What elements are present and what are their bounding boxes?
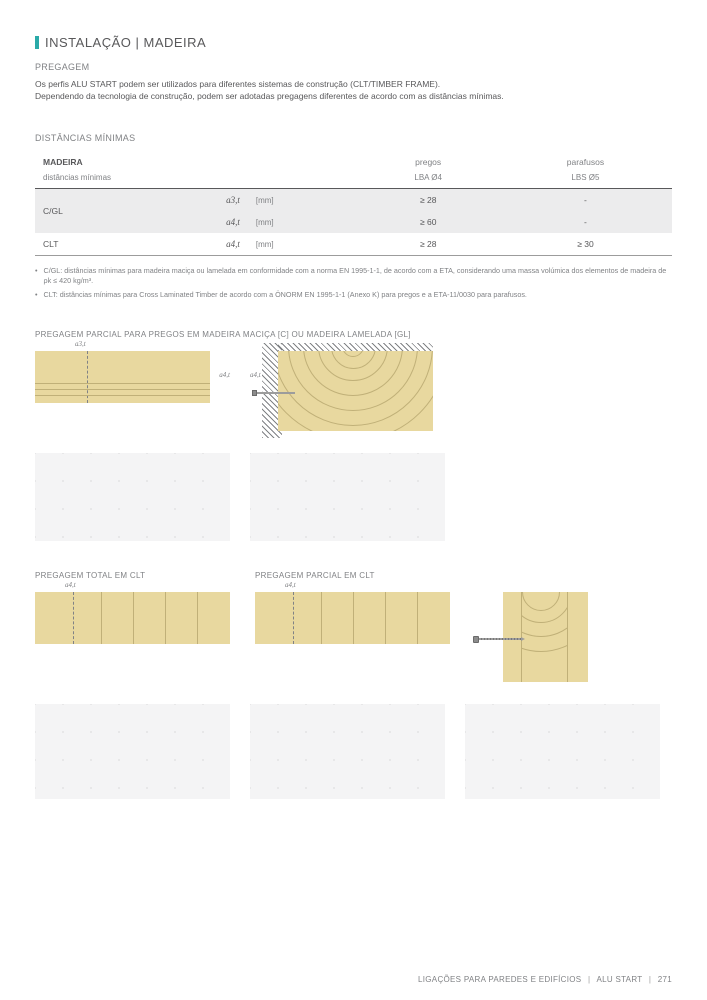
- intro-text: Os perfis ALU START podem ser utilizados…: [35, 78, 672, 103]
- section-partial-cgl: PREGAGEM PARCIAL PARA PREGOS EM MADEIRA …: [35, 330, 672, 541]
- col-sub: distâncias mínimas: [35, 173, 357, 189]
- col-lbs: LBS Ø5: [499, 173, 672, 189]
- footer-category: LIGAÇÕES PARA PAREDES E EDIFÍCIOS: [418, 975, 581, 984]
- annot-a3t: a3,t: [75, 340, 86, 348]
- wood-cross-section-icon: [278, 351, 433, 431]
- footnotes: •C/GL: distâncias mínimas para madeira m…: [35, 266, 672, 300]
- panel-icon: [35, 704, 230, 799]
- page-title: INSTALAÇÃO | MADEIRA: [45, 35, 206, 50]
- annot-a4t-2: a4,t: [250, 371, 261, 379]
- panel-icon: [35, 453, 230, 541]
- accent-bar-icon: [35, 36, 39, 49]
- table-row: CLT a4,t [mm] ≥ 28 ≥ 30: [35, 233, 672, 256]
- clt-block-icon: [35, 592, 230, 644]
- panel-icon: [250, 704, 445, 799]
- col-lba: LBA Ø4: [357, 173, 498, 189]
- annot-a4t: a4,t: [219, 371, 230, 379]
- col-parafusos: parafusos: [499, 151, 672, 173]
- footer-page: 271: [658, 975, 672, 984]
- title-row: INSTALAÇÃO | MADEIRA: [35, 35, 672, 50]
- annot-a4t: a4,t: [285, 581, 296, 589]
- section-label: PREGAGEM PARCIAL EM CLT: [255, 571, 455, 580]
- section-label: PREGAGEM PARCIAL PARA PREGOS EM MADEIRA …: [35, 330, 672, 339]
- footer-product: ALU START: [596, 975, 642, 984]
- table-row: C/GL a3,t [mm] ≥ 28 -: [35, 188, 672, 211]
- distances-table: MADEIRA pregos parafusos distâncias míni…: [35, 151, 672, 256]
- page-footer: LIGAÇÕES PARA PAREDES E EDIFÍCIOS | ALU …: [418, 975, 672, 984]
- footnote: •CLT: distâncias mínimas para Cross Lami…: [35, 290, 672, 300]
- col-main: MADEIRA: [35, 151, 357, 173]
- clt-block-icon: [255, 592, 450, 644]
- nail-icon: [252, 391, 295, 395]
- panel-icon: [465, 704, 660, 799]
- footnote: •C/GL: distâncias mínimas para madeira m…: [35, 266, 672, 286]
- section-clt-row: PREGAGEM TOTAL EM CLT PREGAGEM PARCIAL E…: [35, 571, 672, 799]
- table-heading: DISTÂNCIAS MÍNIMAS: [35, 133, 672, 143]
- screw-icon: [473, 636, 525, 643]
- page: INSTALAÇÃO | MADEIRA PREGAGEM Os perfis …: [0, 0, 707, 829]
- col-pregos: pregos: [357, 151, 498, 173]
- section-label: PREGAGEM TOTAL EM CLT: [35, 571, 235, 580]
- subhead: PREGAGEM: [35, 62, 672, 72]
- annot-a4t: a4,t: [65, 581, 76, 589]
- panel-icon: [250, 453, 445, 541]
- wood-block-icon: [35, 351, 210, 403]
